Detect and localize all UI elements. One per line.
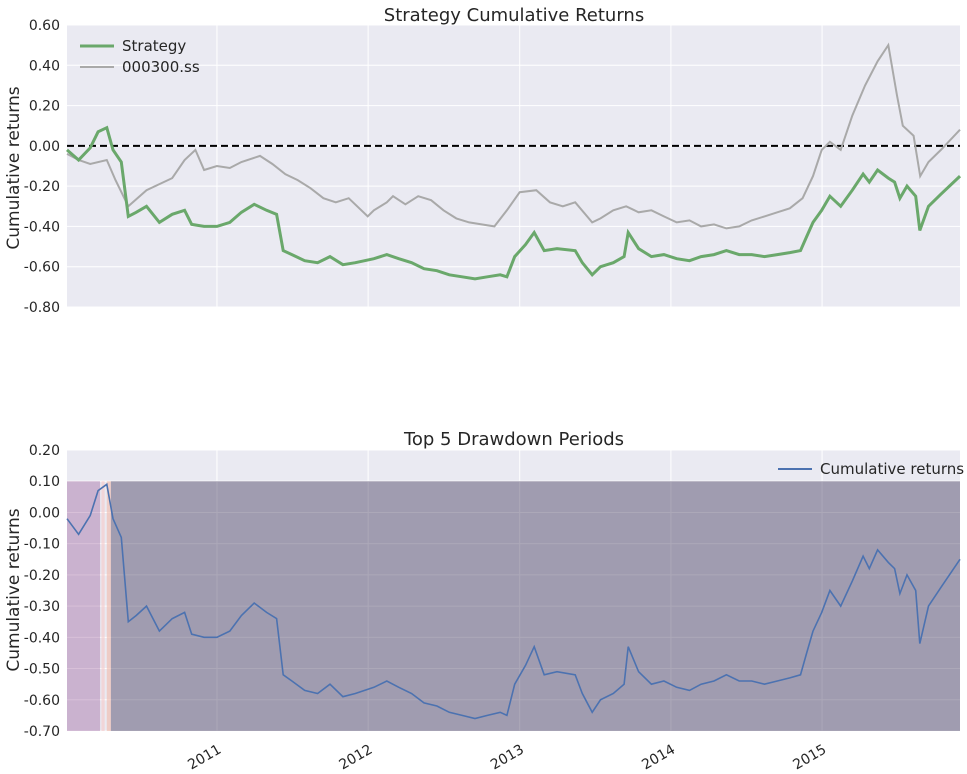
top-plot-panel: 0.60 0.40 0.20 0.00 -0.20 -0.40 -0.60 -0.80: [24, 18, 962, 316]
y-tick-label: -0.20: [24, 568, 60, 584]
bottom-y-axis-label: Cumulative returns: [4, 508, 24, 671]
legend-label-strategy: Strategy: [122, 37, 186, 55]
x-tick-label: 2011: [185, 742, 224, 774]
x-tick-label: 2013: [488, 742, 527, 774]
y-tick-label: -0.60: [24, 693, 60, 709]
series-line-cumulative-returns: [66, 482, 961, 720]
y-tick-label: -0.80: [24, 300, 60, 316]
y-tick-label: 0.00: [29, 505, 60, 521]
y-tick-label: -0.70: [24, 724, 60, 740]
x-tick-label: 2014: [639, 742, 678, 774]
y-tick-label: -0.10: [24, 537, 60, 553]
legend-label-cumulative-returns: Cumulative returns: [820, 460, 964, 478]
y-tick-label: -0.30: [24, 599, 60, 615]
x-tick-label: 2012: [336, 742, 375, 774]
y-tick-label: 0.60: [29, 18, 60, 34]
y-tick-label: -0.50: [24, 662, 60, 678]
plot-background: [67, 450, 960, 731]
y-tick-label: 0.10: [29, 474, 60, 490]
top-chart-title: Strategy Cumulative Returns: [384, 5, 644, 26]
y-tick-label: -0.60: [24, 260, 60, 276]
drawdown-region: [67, 481, 101, 731]
y-tick-label: -0.20: [24, 179, 60, 195]
bottom-legend: Cumulative returns: [778, 460, 964, 478]
drawdown-region: [101, 481, 105, 731]
y-tick-label: 0.40: [29, 58, 60, 74]
top-legend: Strategy 000300.ss: [80, 37, 200, 76]
x-tick-label: 2015: [790, 742, 829, 774]
y-tick-label: -0.40: [24, 630, 60, 646]
top-y-axis-label: Cumulative returns: [4, 86, 24, 249]
plot-background: [67, 25, 960, 307]
y-tick-label: -0.40: [24, 219, 60, 235]
y-tick-label: 0.20: [29, 99, 60, 115]
series-line-strategy: [66, 125, 962, 281]
drawdown-region: [106, 481, 111, 731]
y-tick-label: 0.20: [29, 443, 60, 459]
legend-label-benchmark: 000300.ss: [122, 58, 200, 76]
series-line-benchmark: [66, 42, 961, 230]
bottom-chart-title: Top 5 Drawdown Periods: [403, 429, 624, 450]
y-tick-label: 0.00: [29, 139, 60, 155]
drawdown-region: [110, 481, 961, 731]
bottom-plot-panel: 0.20 0.10 0.00 -0.10 -0.20 -0.30 -0.40 -0.50 -0.…: [24, 443, 961, 774]
